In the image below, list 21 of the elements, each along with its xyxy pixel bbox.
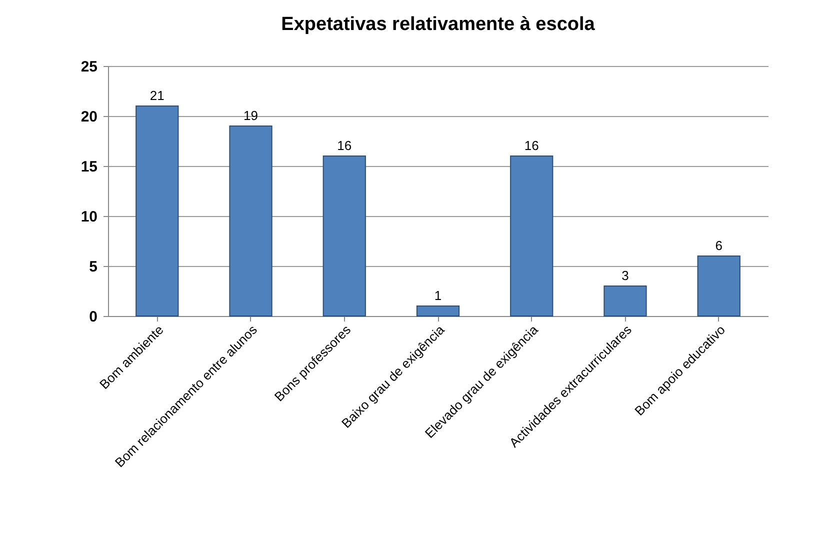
data-label: 1	[434, 288, 442, 303]
bar	[510, 156, 554, 316]
chart-title: Expetativas relativamente à escola	[281, 14, 596, 35]
y-tick-label: 5	[89, 258, 98, 276]
bar	[136, 106, 179, 316]
y-tick-label: 15	[80, 158, 98, 176]
y-tick-label: 25	[80, 58, 98, 76]
data-label: 19	[244, 108, 258, 123]
data-label: 3	[622, 268, 629, 283]
bar	[697, 256, 740, 316]
bar	[229, 126, 272, 316]
data-label: 21	[150, 88, 164, 103]
y-tick-label: 20	[80, 108, 98, 126]
bar	[416, 306, 460, 316]
data-label: 16	[337, 138, 352, 153]
data-label: 16	[524, 138, 539, 153]
data-label: 6	[715, 238, 722, 253]
y-tick-label: 0	[89, 308, 98, 326]
y-tick-label: 10	[80, 208, 98, 226]
bar	[322, 156, 366, 316]
bar	[604, 286, 647, 316]
